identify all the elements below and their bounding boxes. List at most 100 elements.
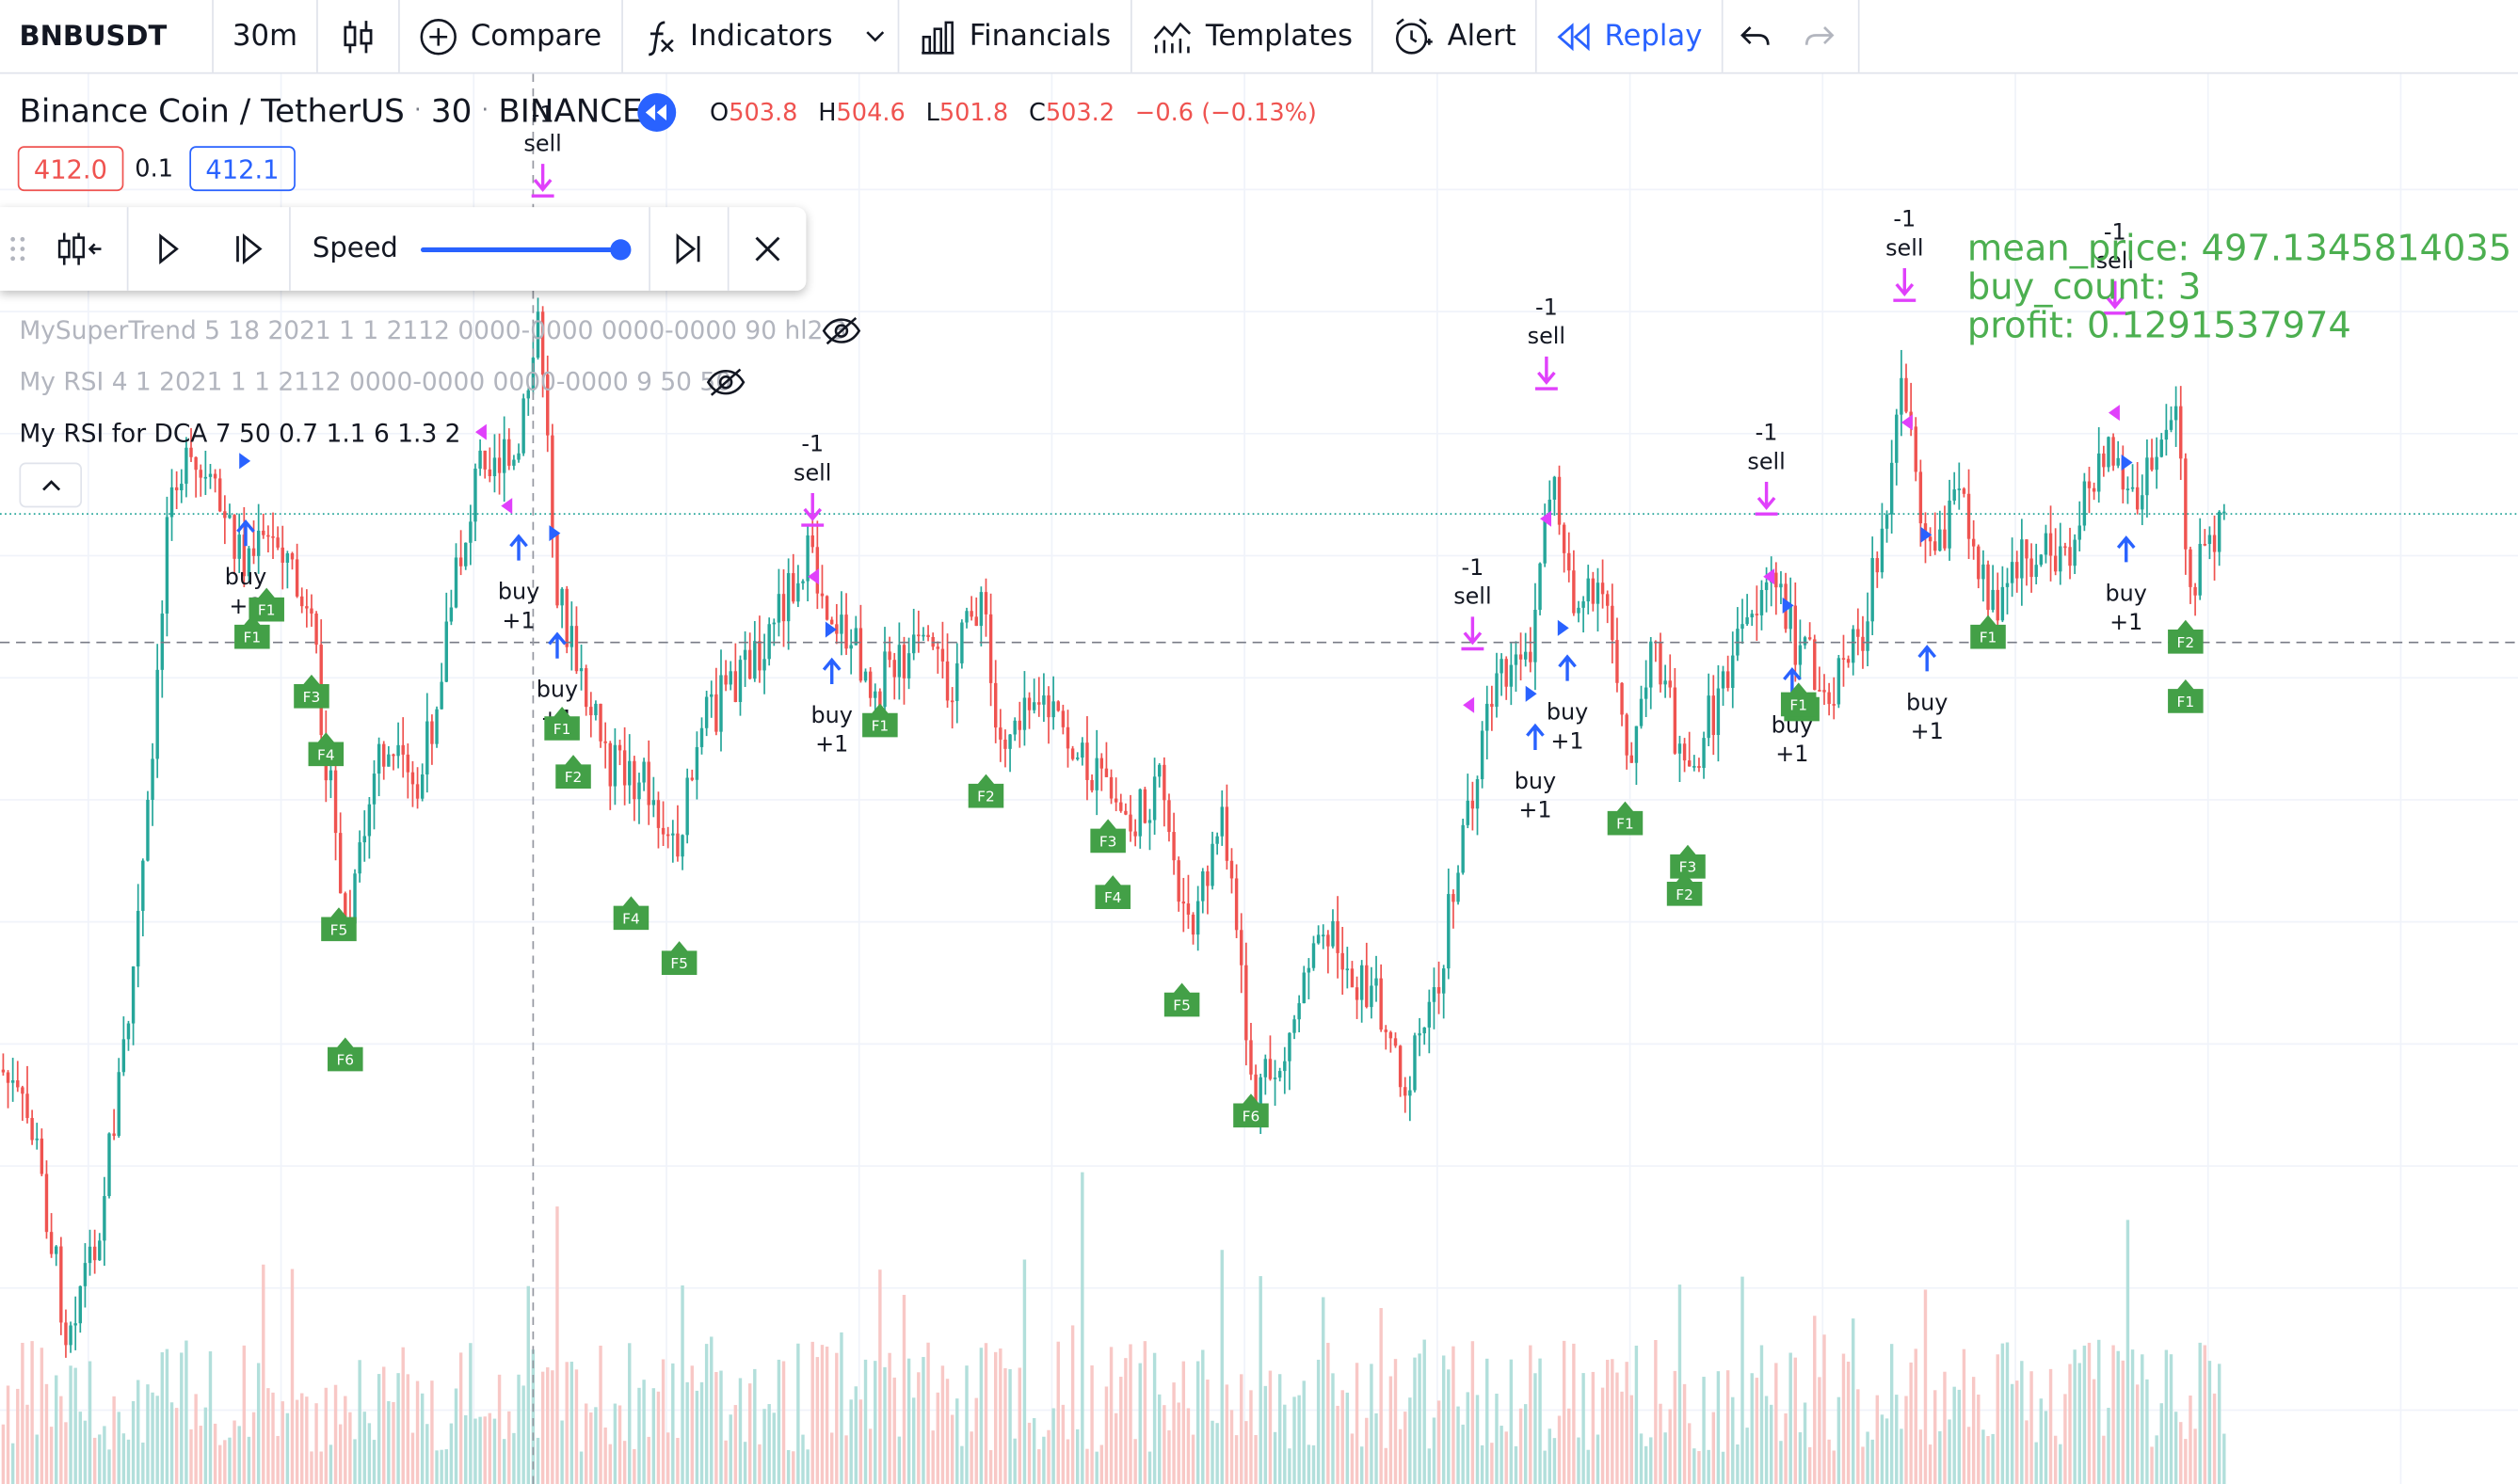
candle-body — [681, 835, 684, 857]
candle-body — [344, 893, 347, 918]
sell-label: sell — [1747, 448, 1785, 474]
candle-body — [1345, 968, 1350, 971]
volume-bar — [449, 1423, 454, 1484]
indicators-button[interactable]: Indicators — [622, 0, 852, 72]
volume-bar — [1331, 1373, 1335, 1484]
candle-body — [1600, 582, 1605, 595]
symbol-legend[interactable]: Binance Coin / TetherUS · 30 · BINANCE — [19, 91, 642, 130]
candle-body — [792, 573, 795, 602]
volume-bar — [276, 1435, 280, 1484]
candle-body — [98, 1240, 102, 1261]
candle-body — [1322, 934, 1325, 937]
volume-bar — [1596, 1434, 1600, 1484]
volume-bar — [579, 1451, 584, 1484]
buy-count-label: +1 — [2109, 609, 2142, 635]
volume-bar — [83, 1420, 88, 1484]
candle-body — [1466, 800, 1469, 825]
candle-body — [1436, 987, 1441, 994]
chevron-up-icon — [41, 480, 60, 491]
symbol-search[interactable]: BNBUSDT — [0, 0, 214, 72]
candle-body — [1788, 605, 1792, 630]
financials-button[interactable]: Financials — [899, 0, 1132, 72]
speed-slider[interactable] — [420, 238, 631, 261]
volume-bar — [1731, 1396, 1735, 1484]
candle-body — [2173, 406, 2178, 421]
candle-body — [1061, 710, 1066, 727]
drag-handle[interactable] — [0, 207, 34, 291]
indicator-supertrend[interactable]: MySuperTrend 5 18 2021 1 1 2112 0000-000… — [19, 316, 846, 345]
play-icon — [158, 233, 179, 265]
select-bar-button[interactable] — [34, 207, 126, 291]
templates-button[interactable]: Templates — [1131, 0, 1374, 72]
buy-price-button[interactable]: 412.1 — [189, 146, 296, 192]
forward-step-button[interactable] — [208, 207, 288, 291]
volume-bar — [1822, 1334, 1826, 1484]
signal-triangle-marker — [1525, 685, 1537, 702]
candle-body — [2145, 457, 2149, 496]
signal-triangle-marker — [1763, 568, 1775, 585]
speed-slider-handle[interactable] — [609, 239, 631, 261]
symbol-description: Binance Coin / TetherUS — [19, 91, 405, 131]
replay-mode-indicator[interactable] — [637, 92, 677, 132]
indicators-dropdown[interactable] — [852, 0, 899, 72]
volume-bar — [1240, 1374, 1243, 1484]
candle-body — [546, 375, 550, 436]
candle-body — [44, 1173, 49, 1233]
candle-body — [473, 468, 477, 522]
candle-body — [435, 709, 439, 744]
candle-body — [1687, 760, 1692, 767]
candle-body — [1047, 695, 1051, 718]
volume-bar — [146, 1384, 150, 1484]
candle-body — [2010, 562, 2014, 583]
volume-bar — [1629, 1395, 1633, 1484]
dca-flag-marker — [1090, 819, 1126, 854]
candle-body — [1846, 659, 1851, 663]
volume-bar — [425, 1424, 429, 1484]
volume-bar — [521, 1385, 525, 1484]
jump-to-realtime-button[interactable] — [650, 207, 728, 291]
candle-body — [180, 484, 184, 491]
interval-button[interactable]: 30m — [214, 0, 318, 72]
dca-flag-marker — [1780, 682, 1817, 717]
candle-body — [256, 530, 261, 556]
alert-button[interactable]: Alert — [1373, 0, 1537, 72]
indicator-rsi-dca[interactable]: My RSI for DCA 7 50 0.7 1.1 6 1.3 2 — [19, 419, 460, 448]
indicator-rsi[interactable]: My RSI 4 1 2021 1 1 2112 0000-0000 0000-… — [19, 368, 731, 397]
volume-bar — [622, 1441, 627, 1484]
eye-crossed-icon[interactable] — [706, 366, 746, 398]
price-chart[interactable]: -1sell-1sell-1sell-1sell-1sell-1sell-1se… — [0, 73, 2518, 1484]
collapse-legend-button[interactable] — [19, 462, 83, 508]
candle-body — [2063, 546, 2067, 549]
candle-body — [574, 626, 579, 672]
chart-type-button[interactable] — [318, 0, 400, 72]
candle-body — [747, 649, 752, 679]
candle-body — [1374, 978, 1378, 986]
dca-flag-marker — [544, 706, 580, 741]
candle-body — [1201, 870, 1205, 902]
redo-button[interactable] — [1788, 0, 1860, 72]
undo-button[interactable] — [1724, 0, 1788, 72]
volume-bar — [444, 1449, 448, 1484]
volume-bar — [637, 1387, 641, 1484]
close-replay-button[interactable] — [729, 207, 806, 291]
sell-price-button[interactable]: 412.0 — [17, 146, 124, 192]
candle-body — [151, 758, 154, 800]
candle-body — [2203, 543, 2207, 546]
compare-button[interactable]: Compare — [400, 0, 623, 72]
candle-body — [2092, 487, 2096, 492]
play-button[interactable] — [128, 207, 208, 291]
candle-body — [1900, 377, 1903, 415]
buy-arrow-icon — [1526, 723, 1545, 751]
volume-bar — [98, 1434, 102, 1484]
volume-bar — [1764, 1396, 1769, 1484]
replay-button[interactable]: Replay — [1537, 0, 1724, 72]
volume-bar — [1673, 1370, 1677, 1484]
candle-body — [710, 694, 714, 697]
eye-crossed-icon[interactable] — [822, 315, 861, 347]
candle-body — [1581, 601, 1585, 608]
candle-body — [690, 777, 694, 780]
candle-body — [194, 456, 198, 471]
candle-body — [603, 741, 607, 743]
volume-bar — [382, 1366, 386, 1484]
volume-bar — [2048, 1368, 2053, 1484]
